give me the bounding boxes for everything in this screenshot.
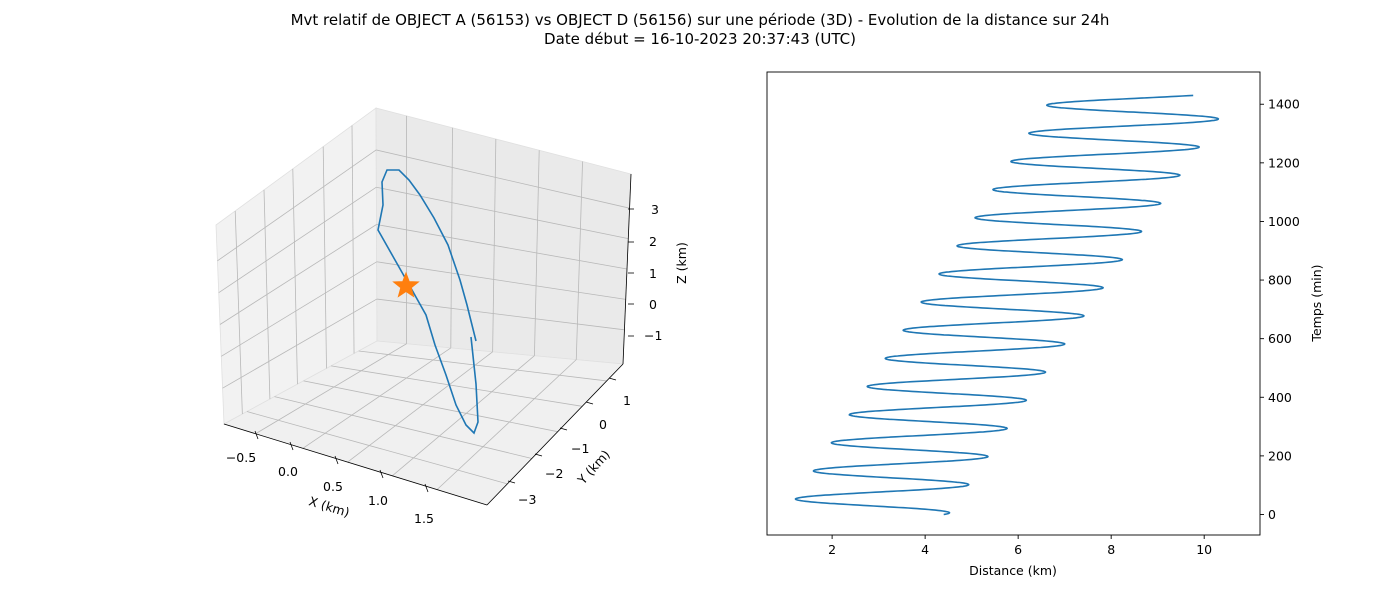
- grid-line: [358, 350, 607, 382]
- trajectory-line: [377, 169, 479, 435]
- y-tick-label: 1400: [1268, 97, 1300, 112]
- x-tick-label: 4: [921, 542, 929, 557]
- grid-line: [376, 298, 625, 331]
- grid-line: [376, 149, 630, 209]
- y-tick-label: 0: [599, 417, 607, 432]
- grid-line: [219, 224, 377, 325]
- y-tick-label: 1200: [1268, 155, 1300, 170]
- z-tick-label: −1: [644, 328, 662, 343]
- x-axis-ticks: 2 4 6 8 10: [828, 535, 1212, 557]
- z-tick-label: 2: [649, 234, 657, 249]
- grid-line: [255, 343, 407, 435]
- x-tick-label: −0.5: [226, 450, 256, 465]
- grid-line: [303, 380, 558, 433]
- grid-line: [436, 359, 577, 490]
- grid-line: [274, 396, 532, 459]
- ticks-3d: [254, 208, 634, 493]
- plot-area: [766, 71, 1261, 536]
- z-tick-label: 1: [649, 266, 657, 281]
- x-tick-label: 8: [1107, 542, 1115, 557]
- x-tick-label: 6: [1014, 542, 1022, 557]
- x-tick: [254, 430, 259, 440]
- grid-line: [246, 411, 508, 485]
- y-tick: [585, 401, 594, 405]
- y-tick-label: 1: [623, 393, 631, 408]
- y-tick-label: −2: [545, 466, 563, 481]
- x-tick-label: 10: [1196, 542, 1212, 557]
- x-tick: [289, 441, 294, 451]
- grid-line: [392, 355, 535, 477]
- y-tick: [559, 427, 568, 431]
- y-tick-label: 1000: [1268, 214, 1300, 229]
- y-tick-label: 200: [1268, 448, 1292, 463]
- figure-title-line1: Mvt relatif de OBJECT A (56153) vs OBJEC…: [290, 11, 1110, 29]
- figure-title-line2: Date début = 16-10-2023 20:37:43 (UTC): [544, 30, 856, 48]
- y-tick-label: −3: [518, 492, 536, 507]
- y-tick-label: 400: [1268, 390, 1292, 405]
- y-tick: [608, 377, 617, 381]
- z-axis-label: Z (km): [674, 242, 689, 284]
- x-axis-label: Distance (km): [969, 563, 1057, 578]
- grid-line: [331, 365, 583, 407]
- y-axis-ticks: 0 200 400 600 800 1000 1200 1400: [1260, 97, 1300, 522]
- grid-3d: [217, 115, 630, 490]
- y-tick-label: 800: [1268, 273, 1292, 288]
- x-tick-label: 1.5: [414, 511, 434, 526]
- y-tick: [507, 480, 516, 484]
- x-tick: [334, 455, 339, 465]
- grid-line: [221, 261, 377, 357]
- y-tick-label: 0: [1268, 507, 1276, 522]
- x-tick-label: 0.5: [323, 479, 343, 494]
- y-tick-label: 600: [1268, 331, 1292, 346]
- y-tick-label: −1: [571, 441, 589, 456]
- grid-line: [347, 351, 493, 463]
- origin-star-marker: [392, 271, 420, 298]
- y-axis-label: Temps (min): [1309, 264, 1324, 342]
- grid-line: [376, 261, 626, 300]
- x-tick-label: 0.0: [278, 464, 298, 479]
- z-tick-label: 0: [649, 297, 657, 312]
- grid-line: [222, 298, 378, 389]
- x-tick-label: 1.0: [368, 493, 388, 508]
- distance-series-line: [794, 94, 1220, 516]
- grid-line: [302, 347, 452, 449]
- x-tick: [379, 469, 384, 479]
- x-tick: [424, 483, 429, 493]
- grid-line: [376, 224, 628, 270]
- grid-line: [217, 149, 377, 262]
- x-tick-label: 2: [828, 542, 836, 557]
- z-tick-label: 3: [651, 202, 659, 217]
- grid-line: [376, 186, 629, 239]
- y-tick: [534, 453, 543, 457]
- grid-line: [218, 186, 377, 293]
